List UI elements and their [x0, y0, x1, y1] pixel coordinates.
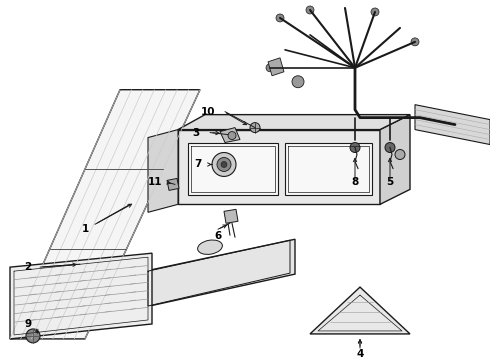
Circle shape: [228, 131, 236, 140]
Text: 4: 4: [356, 349, 364, 359]
Polygon shape: [178, 130, 380, 204]
Text: 11: 11: [148, 177, 162, 188]
Circle shape: [212, 153, 236, 176]
Text: 1: 1: [81, 224, 89, 234]
Circle shape: [276, 14, 284, 22]
Polygon shape: [220, 127, 240, 143]
Circle shape: [350, 143, 360, 153]
Circle shape: [306, 6, 314, 14]
Polygon shape: [188, 143, 278, 195]
Circle shape: [371, 8, 379, 16]
Circle shape: [411, 38, 419, 46]
Polygon shape: [167, 179, 179, 190]
Polygon shape: [380, 114, 410, 204]
Polygon shape: [10, 253, 152, 339]
Circle shape: [217, 157, 231, 171]
Text: 5: 5: [387, 177, 393, 188]
Text: 8: 8: [351, 177, 359, 188]
Circle shape: [266, 64, 274, 72]
Text: 7: 7: [195, 159, 202, 170]
Circle shape: [26, 329, 40, 343]
Polygon shape: [310, 287, 410, 334]
Polygon shape: [145, 239, 295, 307]
Circle shape: [292, 76, 304, 88]
Polygon shape: [268, 58, 284, 76]
Polygon shape: [178, 114, 410, 130]
Polygon shape: [415, 105, 490, 144]
Ellipse shape: [197, 240, 222, 255]
Circle shape: [250, 123, 260, 132]
Text: 6: 6: [215, 231, 221, 241]
Polygon shape: [148, 130, 178, 212]
Polygon shape: [224, 209, 238, 223]
Circle shape: [395, 149, 405, 159]
Text: 9: 9: [24, 319, 31, 329]
Circle shape: [221, 162, 227, 167]
Polygon shape: [285, 143, 372, 195]
Text: 10: 10: [201, 107, 215, 117]
Polygon shape: [10, 90, 200, 339]
Text: 3: 3: [193, 127, 199, 138]
Text: 2: 2: [24, 262, 32, 272]
Circle shape: [385, 143, 395, 153]
